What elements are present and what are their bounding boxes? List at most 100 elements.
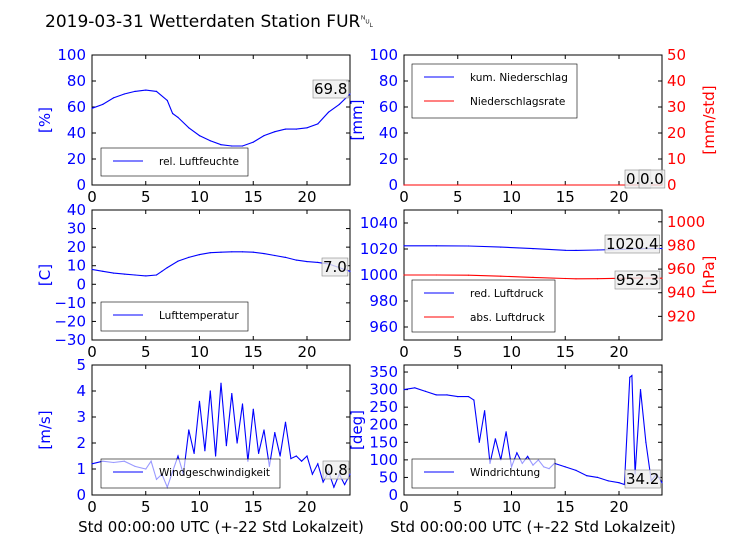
data-point: [532, 248, 534, 250]
data-point: [618, 482, 620, 484]
data-point: [91, 463, 93, 465]
x-tick-label: 20: [297, 498, 316, 516]
y-right-tick-label: 10: [667, 150, 686, 168]
x-tick-label: 15: [244, 188, 263, 206]
y-tick-label: 80: [67, 72, 86, 90]
data-point: [204, 450, 206, 452]
x-tick-label: 10: [502, 498, 521, 516]
y-tick-label: 100: [369, 46, 398, 64]
data-point: [134, 274, 136, 276]
data-point: [349, 270, 351, 272]
legend-label: Windrichtung: [470, 467, 540, 479]
x-tick-label: 0: [399, 498, 409, 516]
legend-box: [100, 147, 249, 177]
data-point: [661, 482, 663, 484]
legend: Windgeschwindigkeit: [100, 458, 281, 489]
legend-box: [411, 63, 578, 119]
x-tick-label: 15: [556, 343, 575, 361]
data-point: [467, 396, 470, 398]
data-point: [177, 260, 179, 262]
data-point: [263, 429, 265, 431]
data-point: [484, 410, 486, 412]
x-tick-label: 0: [399, 343, 409, 361]
data-point: [290, 458, 292, 460]
y-tick-label: 250: [369, 398, 398, 416]
data-point: [209, 390, 211, 392]
y-tick-label: 20: [379, 150, 398, 168]
y-tick-label: 80: [379, 72, 398, 90]
y-tick-label: 0: [76, 486, 86, 504]
data-point: [188, 429, 190, 431]
data-point: [424, 390, 427, 392]
y-tick-label: 100: [369, 451, 398, 469]
data-point: [145, 275, 147, 277]
data-point: [596, 476, 599, 478]
x-tick-label: 20: [297, 188, 316, 206]
y-tick-label: 30: [67, 220, 86, 238]
data-point: [295, 128, 297, 130]
legend: kum. Niederschlag Niederschlagsrate: [411, 63, 578, 119]
y-right-tick-label: 940: [667, 284, 696, 302]
data-point: [263, 135, 265, 137]
data-point: [575, 278, 577, 280]
data-point: [435, 274, 437, 276]
panel-1: 0 5 10 15 20 0 20 40 60 80 100 [%] rel. Luftfeuchte 6…: [36, 46, 351, 206]
legend-label: red. Luftdruck: [470, 288, 544, 300]
y-tick-label: 3: [76, 408, 86, 426]
data-point: [473, 399, 475, 401]
x-tick-label: 15: [556, 498, 575, 516]
data-point: [193, 452, 195, 454]
data-point: [322, 481, 324, 483]
data-point: [467, 274, 470, 276]
data-point: [215, 455, 217, 457]
x-tick-label: 15: [244, 343, 263, 361]
x-axis-label: Std 00:00:00 UTC (+-22 Std Lokalzeit): [390, 518, 676, 536]
y-tick-label: 2: [76, 434, 86, 452]
data-point: [252, 408, 254, 410]
data-point: [172, 112, 174, 115]
data-point: [252, 251, 254, 253]
x-tick-label: 20: [609, 498, 628, 516]
legend-box: [100, 301, 249, 332]
data-point: [327, 111, 330, 113]
data-point: [284, 421, 287, 423]
y-right-axis-label: [hPa]: [700, 256, 718, 295]
data-point: [91, 268, 93, 270]
data-point: [629, 376, 631, 378]
data-point: [274, 432, 276, 434]
y-tick-label: −30: [54, 331, 86, 349]
y-tick-label: 350: [369, 363, 398, 381]
legend-label: abs. Luftdruck: [470, 312, 546, 324]
data-point: [494, 438, 496, 440]
data-point: [225, 445, 227, 447]
legend-box: [411, 458, 556, 489]
y-right-tick-label: 980: [667, 236, 696, 254]
data-point: [198, 135, 201, 137]
data-point: [209, 252, 211, 254]
x-tick-label: 0: [399, 188, 409, 206]
x-tick-label: 0: [87, 498, 97, 516]
value-annotation: 1020.4: [606, 235, 659, 253]
data-point: [645, 441, 647, 443]
data-point: [527, 455, 529, 457]
legend-label: Lufttemperatur: [159, 310, 239, 322]
series-line-1: [91, 89, 351, 147]
axes-frame: [91, 54, 351, 186]
x-tick-label: 5: [141, 498, 151, 516]
data-point: [349, 473, 351, 475]
y-tick-label: 0: [76, 176, 86, 194]
data-point: [661, 277, 663, 279]
value-annotation: 69.8: [314, 80, 347, 98]
panel-4: 0 5 10 15 20 960 980 1000 1020 1040 920 940 960 980 10…: [360, 209, 718, 361]
data-point: [209, 140, 211, 142]
data-point: [112, 97, 115, 99]
value-annotation: 7.0: [323, 258, 347, 276]
data-point: [102, 270, 104, 272]
value-annotation-right-box: [614, 270, 661, 290]
x-tick-label: 5: [453, 343, 463, 361]
data-point: [446, 394, 448, 396]
value-annotation-box: [322, 460, 350, 480]
data-point: [564, 466, 566, 468]
legend-box: [100, 458, 281, 489]
y-axis-label: [%]: [36, 107, 54, 133]
